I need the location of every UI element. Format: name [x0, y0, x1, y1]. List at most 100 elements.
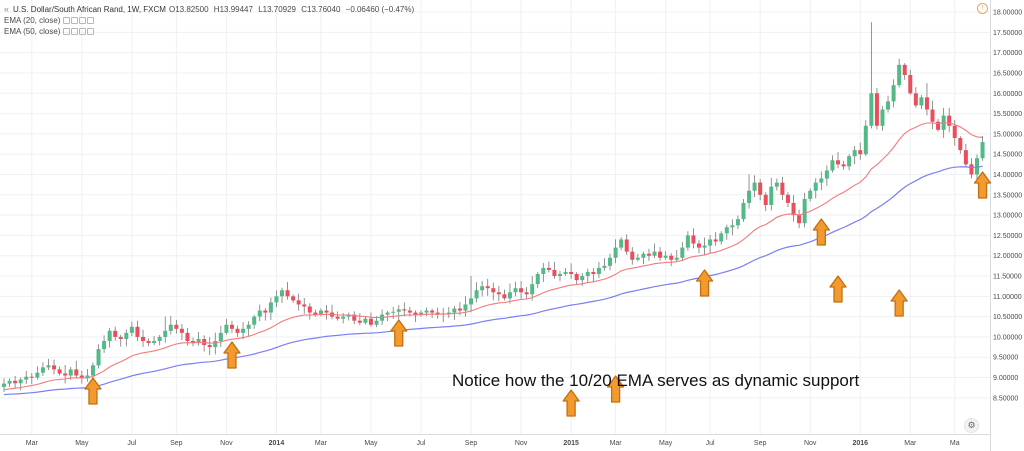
candle-up — [535, 273, 540, 285]
candle-up — [246, 324, 251, 329]
candle-up — [530, 284, 535, 295]
support-arrows — [84, 171, 992, 417]
up-arrow-icon — [812, 218, 830, 246]
candle-up — [702, 245, 707, 248]
candle-up — [724, 227, 729, 234]
candle-down — [947, 115, 952, 126]
price-tick-label: 11.50000 — [993, 274, 1022, 281]
candle-up — [241, 328, 246, 333]
price-tick-label: 15.00000 — [993, 131, 1022, 138]
candle-down — [229, 324, 234, 329]
candle-up — [419, 312, 423, 315]
candle-up — [830, 160, 835, 171]
candle-up — [102, 340, 107, 350]
close-icon[interactable] — [79, 28, 87, 35]
time-tick-label: Sep — [465, 440, 478, 447]
chart-settings-icon[interactable]: ⚙ — [964, 418, 979, 433]
time-tick-label: May — [659, 440, 673, 447]
gear-icon[interactable] — [71, 28, 79, 35]
candle-up — [730, 225, 735, 228]
price-tick-label: 10.00000 — [993, 334, 1022, 341]
time-tick-label: Nov — [804, 440, 817, 447]
price-tick-label: 12.50000 — [993, 233, 1022, 240]
indicator-row-ema20[interactable]: EMA (20, close) — [4, 15, 417, 26]
candle-up — [424, 310, 429, 313]
candle-up — [68, 369, 73, 376]
price-tick-label: 13.50000 — [993, 192, 1022, 199]
candle-up — [685, 235, 690, 248]
candles — [2, 22, 985, 393]
indicator-controls[interactable] — [63, 17, 95, 24]
up-arrow-icon — [973, 171, 992, 199]
candle-up — [891, 85, 896, 102]
time-axis[interactable]: Mar May Jul Sep Nov 2014 Mar May Jul Sep Nov 2015 Ma… — [26, 440, 960, 447]
indicator-label-ema20: EMA (20, close) — [4, 16, 61, 25]
time-tick-label: Mar — [610, 440, 623, 447]
candle-down — [697, 243, 701, 248]
candle-up — [168, 324, 173, 331]
candle-up — [124, 332, 129, 339]
time-tick-label: Mar — [26, 440, 39, 447]
time-tick-label: Nov — [515, 440, 528, 447]
candle-up — [507, 292, 512, 299]
candle-up — [18, 379, 23, 384]
candle-up — [257, 310, 262, 317]
candle-down — [63, 373, 68, 376]
candle-down — [913, 93, 918, 106]
candle-down — [174, 324, 179, 329]
candle-up — [346, 314, 351, 317]
candle-up — [741, 202, 746, 220]
candle-up — [446, 312, 451, 314]
candle-down — [52, 365, 57, 370]
up-arrow-icon — [84, 377, 102, 405]
price-axis[interactable]: 8.50000 9.00000 9.50000 10.00000 10.50000 11.… — [993, 10, 1022, 403]
candle-up — [608, 257, 613, 266]
candle-down — [413, 312, 418, 315]
candle-up — [619, 239, 624, 248]
candle-down — [574, 273, 579, 281]
candle-up — [218, 332, 223, 341]
candle-down — [485, 286, 490, 289]
candle-down — [29, 376, 34, 378]
candle-down — [763, 194, 768, 205]
candle-up — [107, 330, 112, 341]
indicator-row-ema50[interactable]: EMA (50, close) — [4, 26, 417, 37]
gear-icon[interactable] — [71, 17, 79, 24]
candle-down — [930, 109, 935, 122]
time-tick-label: 2016 — [852, 440, 868, 447]
candle-down — [630, 251, 635, 260]
up-arrow-icon — [890, 289, 908, 317]
candle-up — [802, 198, 807, 224]
eye-icon[interactable] — [63, 17, 71, 24]
candle-up — [752, 182, 757, 191]
candle-up — [474, 290, 479, 299]
candle-up — [596, 267, 601, 274]
candle-up — [2, 383, 6, 387]
candle-down — [591, 271, 596, 274]
more-icon[interactable] — [87, 28, 95, 35]
time-tick-label: Jul — [127, 440, 136, 447]
symbol-title[interactable]: U.S. Dollar/South African Rand, 1W, FXCM — [13, 5, 166, 14]
indicator-controls[interactable] — [63, 28, 95, 35]
candle-up — [635, 257, 640, 260]
candle-down — [335, 316, 340, 319]
candle-up — [819, 178, 824, 183]
time-tick-label: May — [364, 440, 378, 447]
close-icon[interactable] — [79, 17, 87, 24]
candle-down — [141, 336, 145, 341]
candle-down — [491, 288, 496, 293]
candle-down — [357, 320, 362, 323]
candle-up — [897, 64, 902, 86]
candle-down — [113, 330, 118, 337]
candle-up — [318, 310, 323, 315]
alert-icon[interactable]: ! — [977, 3, 988, 14]
more-icon[interactable] — [87, 17, 95, 24]
candle-down — [496, 292, 501, 295]
collapse-chevron-icon[interactable]: « — [4, 4, 10, 14]
candle-down — [924, 97, 929, 110]
candle-down — [546, 267, 551, 270]
eye-icon[interactable] — [63, 28, 71, 35]
candle-down — [502, 294, 507, 299]
time-tick-label: Mar — [904, 440, 917, 447]
